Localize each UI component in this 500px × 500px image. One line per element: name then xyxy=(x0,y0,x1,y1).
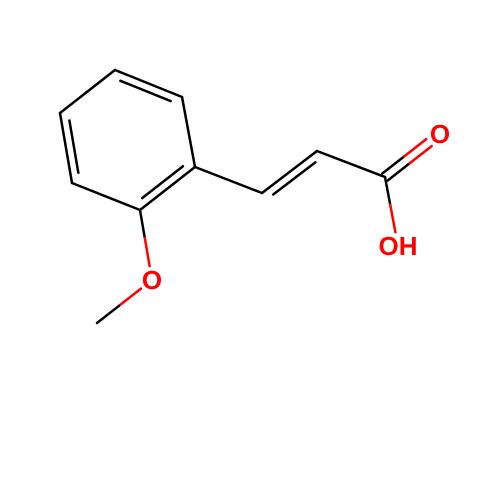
molecule-diagram: O O OH xyxy=(0,0,500,500)
o_dbl-label: O xyxy=(430,119,450,149)
o_oh-label: OH xyxy=(378,231,417,261)
o_methoxy-label: O xyxy=(142,265,162,295)
